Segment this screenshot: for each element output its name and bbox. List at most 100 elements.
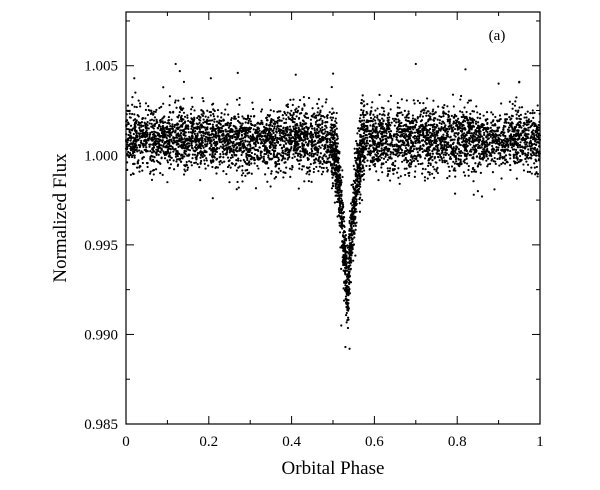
data-point bbox=[224, 144, 227, 147]
data-point bbox=[449, 135, 452, 138]
data-point bbox=[486, 122, 489, 126]
data-point bbox=[246, 117, 250, 120]
data-point bbox=[450, 152, 453, 155]
data-point bbox=[193, 109, 196, 112]
data-point bbox=[299, 123, 302, 126]
data-point bbox=[307, 142, 310, 145]
data-point bbox=[461, 128, 464, 131]
data-point bbox=[403, 134, 406, 138]
data-point bbox=[196, 116, 199, 120]
data-point bbox=[476, 136, 479, 140]
data-point bbox=[448, 169, 451, 173]
data-point bbox=[283, 110, 286, 114]
data-point bbox=[169, 151, 172, 154]
data-point bbox=[484, 150, 487, 153]
data-point bbox=[296, 152, 299, 155]
data-point bbox=[372, 150, 375, 153]
data-point bbox=[523, 147, 527, 150]
data-point bbox=[226, 156, 230, 159]
data-point bbox=[466, 101, 469, 104]
data-point bbox=[298, 159, 301, 162]
data-point bbox=[345, 275, 349, 278]
data-point bbox=[211, 165, 214, 169]
data-point bbox=[494, 124, 497, 127]
data-point bbox=[512, 139, 515, 142]
data-point bbox=[446, 176, 449, 180]
data-point bbox=[198, 126, 201, 130]
data-point bbox=[305, 116, 308, 119]
data-point bbox=[432, 165, 435, 168]
data-point bbox=[277, 125, 281, 128]
data-point bbox=[139, 144, 142, 147]
data-point bbox=[461, 151, 464, 154]
data-point bbox=[438, 153, 442, 157]
data-point bbox=[422, 132, 425, 135]
data-point bbox=[226, 148, 229, 151]
data-point bbox=[268, 146, 272, 149]
data-point bbox=[239, 129, 242, 132]
data-point bbox=[480, 146, 483, 149]
data-point bbox=[413, 131, 417, 134]
data-point bbox=[312, 140, 315, 143]
data-point bbox=[244, 174, 247, 177]
data-point bbox=[205, 157, 208, 160]
data-point bbox=[191, 157, 194, 160]
data-point bbox=[463, 158, 466, 161]
data-point bbox=[242, 146, 245, 150]
data-point bbox=[174, 155, 178, 158]
data-point bbox=[216, 166, 219, 169]
data-point bbox=[443, 122, 446, 125]
data-point bbox=[377, 122, 380, 126]
data-point bbox=[322, 154, 325, 157]
data-point bbox=[208, 153, 212, 156]
data-point bbox=[159, 134, 162, 137]
data-point bbox=[323, 116, 326, 119]
data-point bbox=[314, 114, 317, 118]
data-point bbox=[221, 161, 224, 164]
data-point bbox=[191, 128, 194, 132]
data-point bbox=[481, 142, 484, 145]
data-point bbox=[166, 159, 169, 162]
data-point bbox=[190, 127, 193, 130]
data-point bbox=[138, 102, 142, 105]
data-point bbox=[465, 149, 468, 152]
data-point bbox=[306, 130, 309, 133]
data-point bbox=[483, 131, 486, 134]
data-point bbox=[328, 156, 331, 159]
data-point bbox=[526, 153, 529, 156]
data-point bbox=[393, 143, 396, 147]
data-point bbox=[382, 127, 385, 131]
data-point bbox=[160, 105, 163, 108]
data-point bbox=[148, 143, 151, 146]
data-point bbox=[447, 119, 450, 122]
data-point bbox=[387, 173, 390, 176]
data-point bbox=[277, 160, 280, 163]
data-point bbox=[454, 169, 457, 172]
data-point bbox=[452, 147, 455, 151]
data-point bbox=[279, 169, 282, 172]
data-point bbox=[213, 118, 216, 121]
data-point bbox=[187, 119, 190, 122]
data-point bbox=[386, 123, 390, 126]
data-point bbox=[405, 125, 408, 128]
data-point bbox=[453, 167, 456, 170]
data-point bbox=[428, 149, 431, 152]
data-point bbox=[205, 150, 208, 153]
data-point bbox=[219, 152, 222, 156]
data-point bbox=[290, 109, 293, 112]
data-point bbox=[285, 118, 288, 121]
data-point bbox=[461, 141, 464, 144]
data-point bbox=[465, 137, 468, 140]
data-point bbox=[162, 150, 165, 153]
data-point bbox=[167, 128, 170, 131]
data-point bbox=[160, 149, 163, 152]
data-point bbox=[227, 113, 230, 116]
data-point bbox=[172, 150, 175, 153]
data-point bbox=[382, 151, 385, 154]
data-point bbox=[256, 154, 259, 157]
data-point bbox=[246, 168, 249, 172]
data-point bbox=[273, 125, 276, 128]
data-point bbox=[241, 122, 244, 125]
data-point bbox=[482, 155, 485, 158]
data-point bbox=[392, 135, 395, 138]
